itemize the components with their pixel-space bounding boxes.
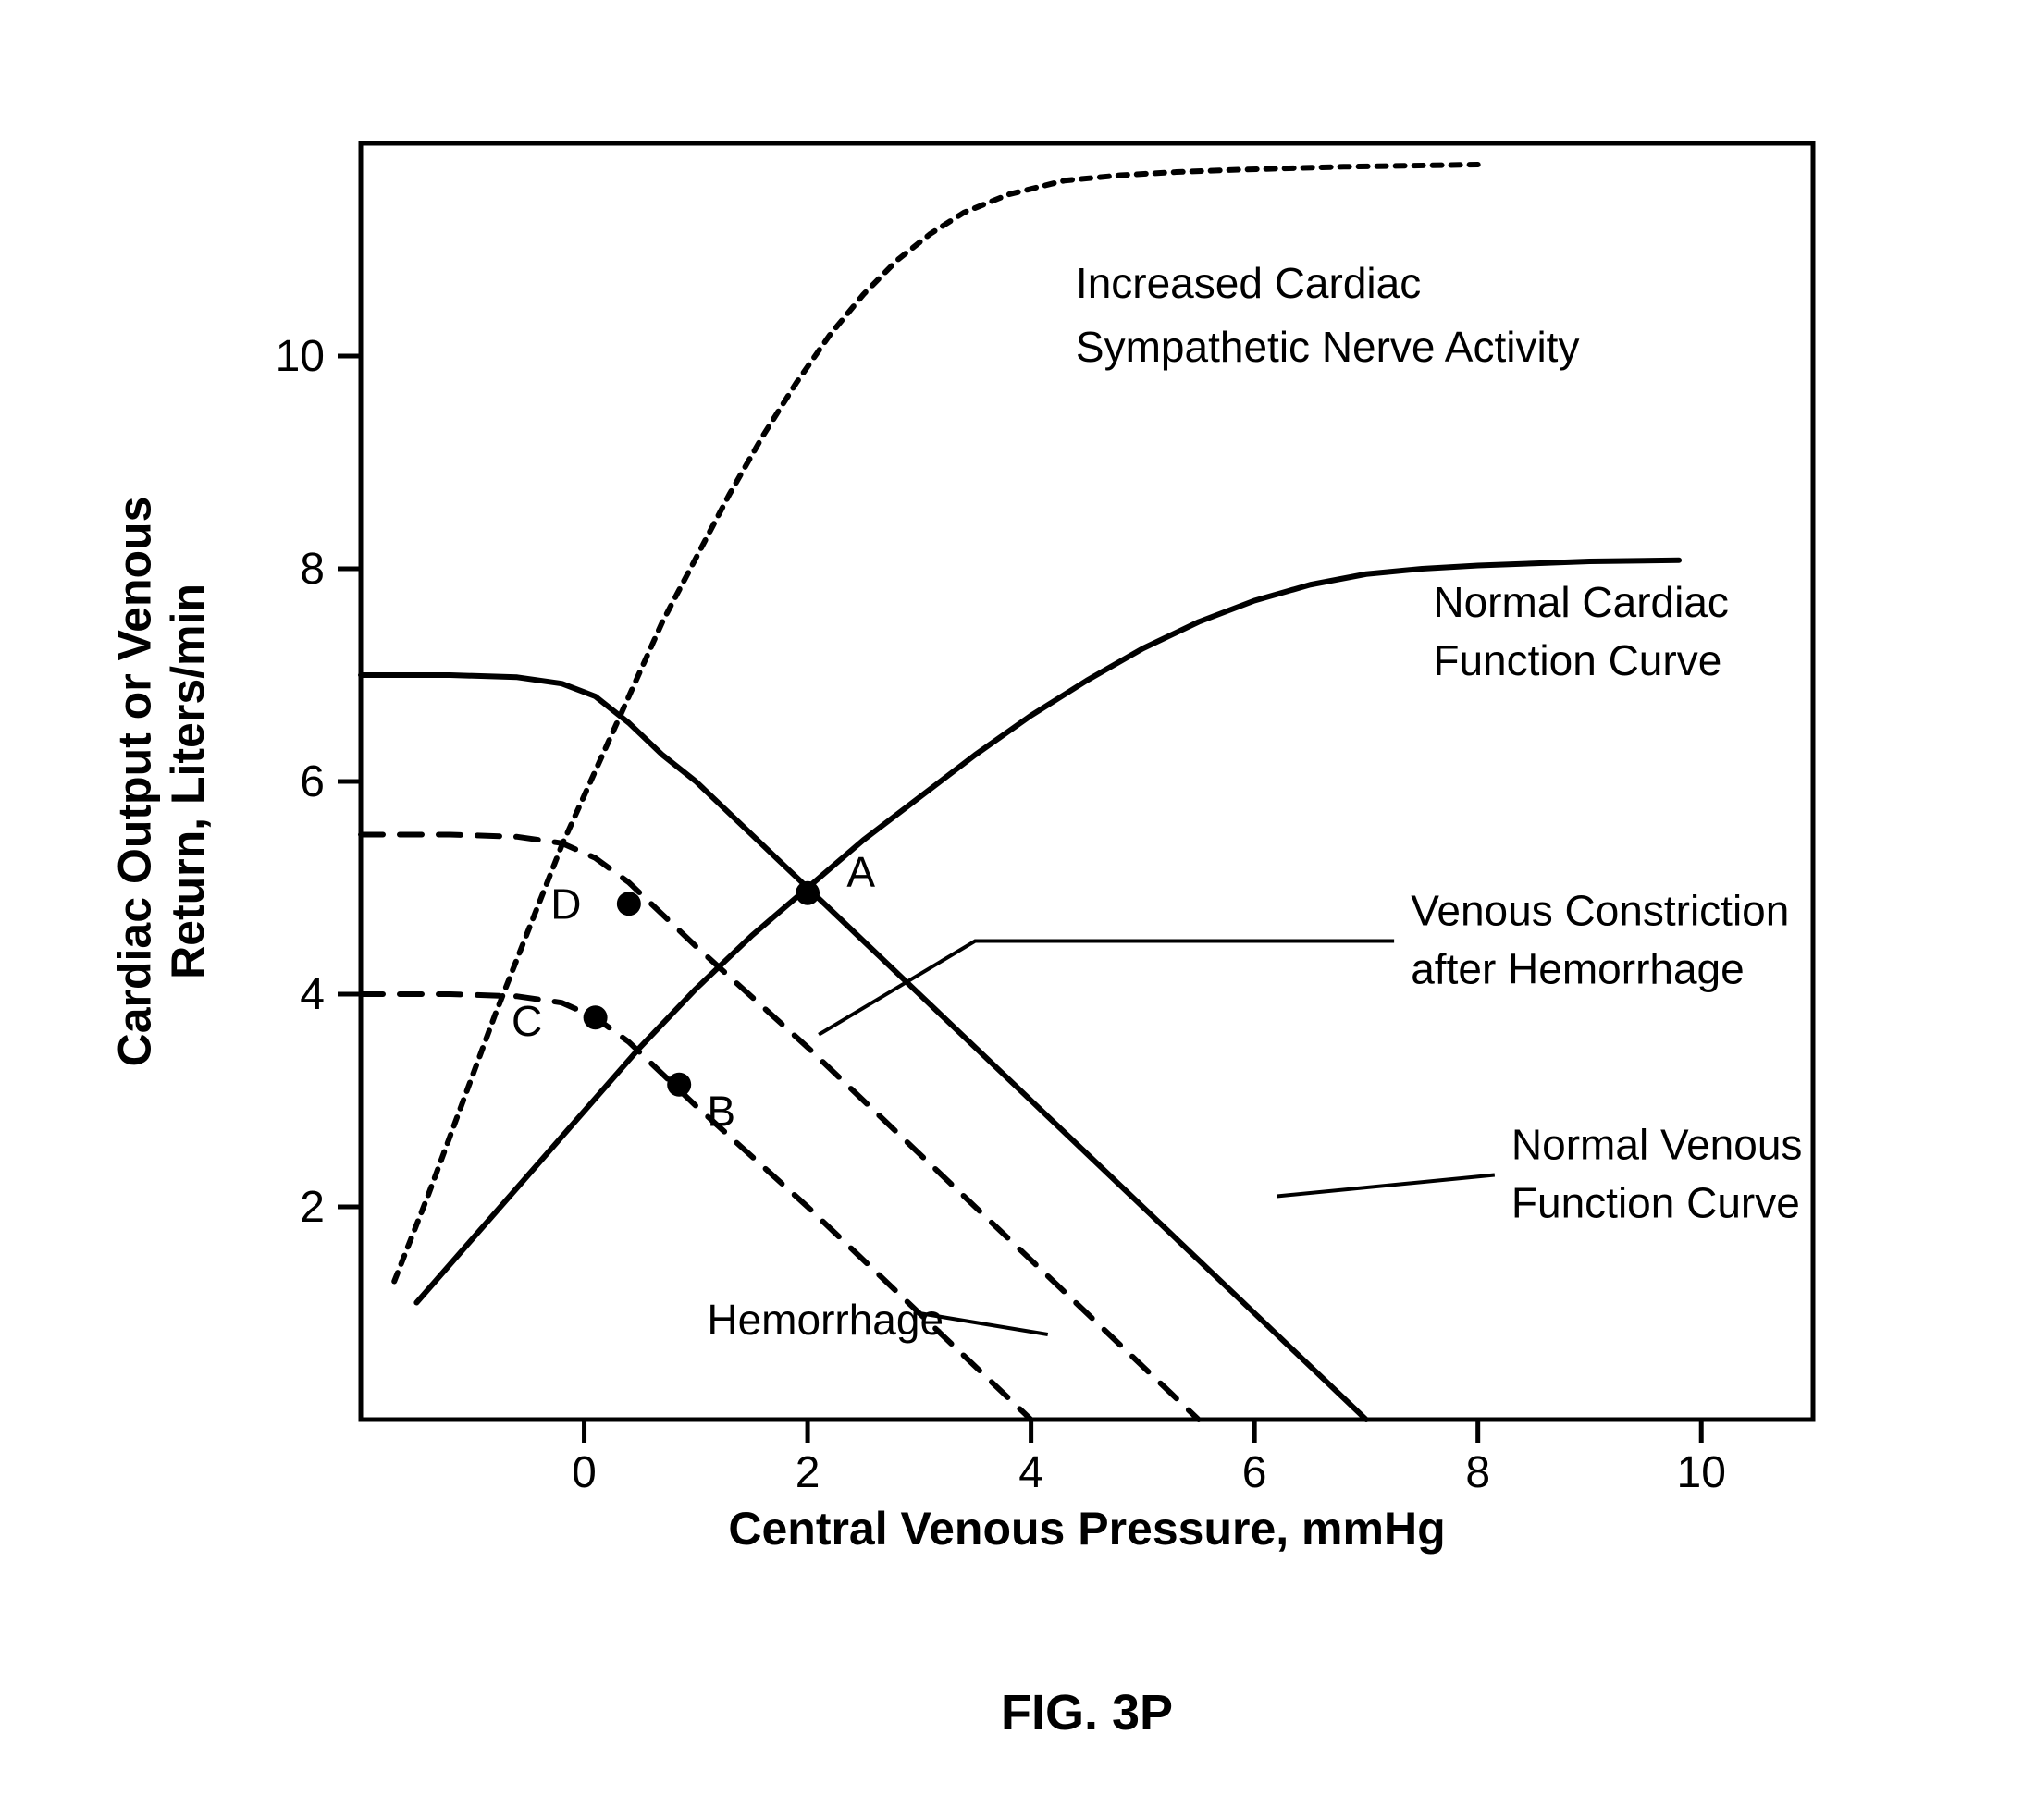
point-B — [667, 1073, 691, 1097]
y-tick-label: 2 — [300, 1183, 325, 1232]
point-C — [584, 1005, 608, 1029]
point-D — [617, 892, 641, 916]
label-increased-sympathetic: Increased Cardiac — [1076, 259, 1421, 307]
leader-normal-venous — [1277, 1175, 1495, 1197]
y-tick-label: 6 — [300, 757, 325, 806]
label-venous-constriction: after Hemorrhage — [1411, 945, 1745, 993]
point-label-A: A — [846, 848, 875, 896]
y-axis-title: Cardiac Output or VenousReturn, Liters/m… — [109, 497, 215, 1067]
x-tick-label: 0 — [572, 1448, 597, 1497]
label-normal-venous: Normal Venous — [1511, 1120, 1803, 1168]
point-label-C: C — [512, 997, 542, 1045]
x-tick-label: 8 — [1465, 1448, 1490, 1497]
x-axis-title: Central Venous Pressure, mmHg — [728, 1503, 1445, 1555]
label-venous-constriction: Venous Constriction — [1411, 886, 1789, 934]
chart-figure: Cardiac Output or VenousReturn, Liters/m… — [0, 0, 2023, 1820]
label-normal-cardiac: Function Curve — [1433, 636, 1721, 684]
label-increased-sympathetic: Sympathetic Nerve Activity — [1076, 323, 1580, 371]
leader-venous-constriction — [819, 941, 1394, 1035]
figure-caption: FIG. 3P — [1001, 1685, 1173, 1740]
curve-hemorrhage — [361, 994, 1031, 1420]
label-normal-venous: Function Curve — [1511, 1179, 1800, 1227]
label-normal-cardiac: Normal Cardiac — [1433, 578, 1729, 626]
y-tick-label: 8 — [300, 545, 325, 594]
x-tick-label: 6 — [1242, 1448, 1267, 1497]
label-hemorrhage: Hemorrhage — [707, 1296, 944, 1344]
x-tick-label: 4 — [1018, 1448, 1043, 1497]
point-label-D: D — [550, 879, 581, 928]
point-label-B: B — [707, 1088, 735, 1136]
x-tick-label: 10 — [1677, 1448, 1726, 1497]
point-A — [796, 881, 820, 905]
x-tick-label: 2 — [796, 1448, 820, 1497]
y-tick-label: 10 — [276, 332, 325, 381]
y-tick-label: 4 — [300, 970, 325, 1019]
